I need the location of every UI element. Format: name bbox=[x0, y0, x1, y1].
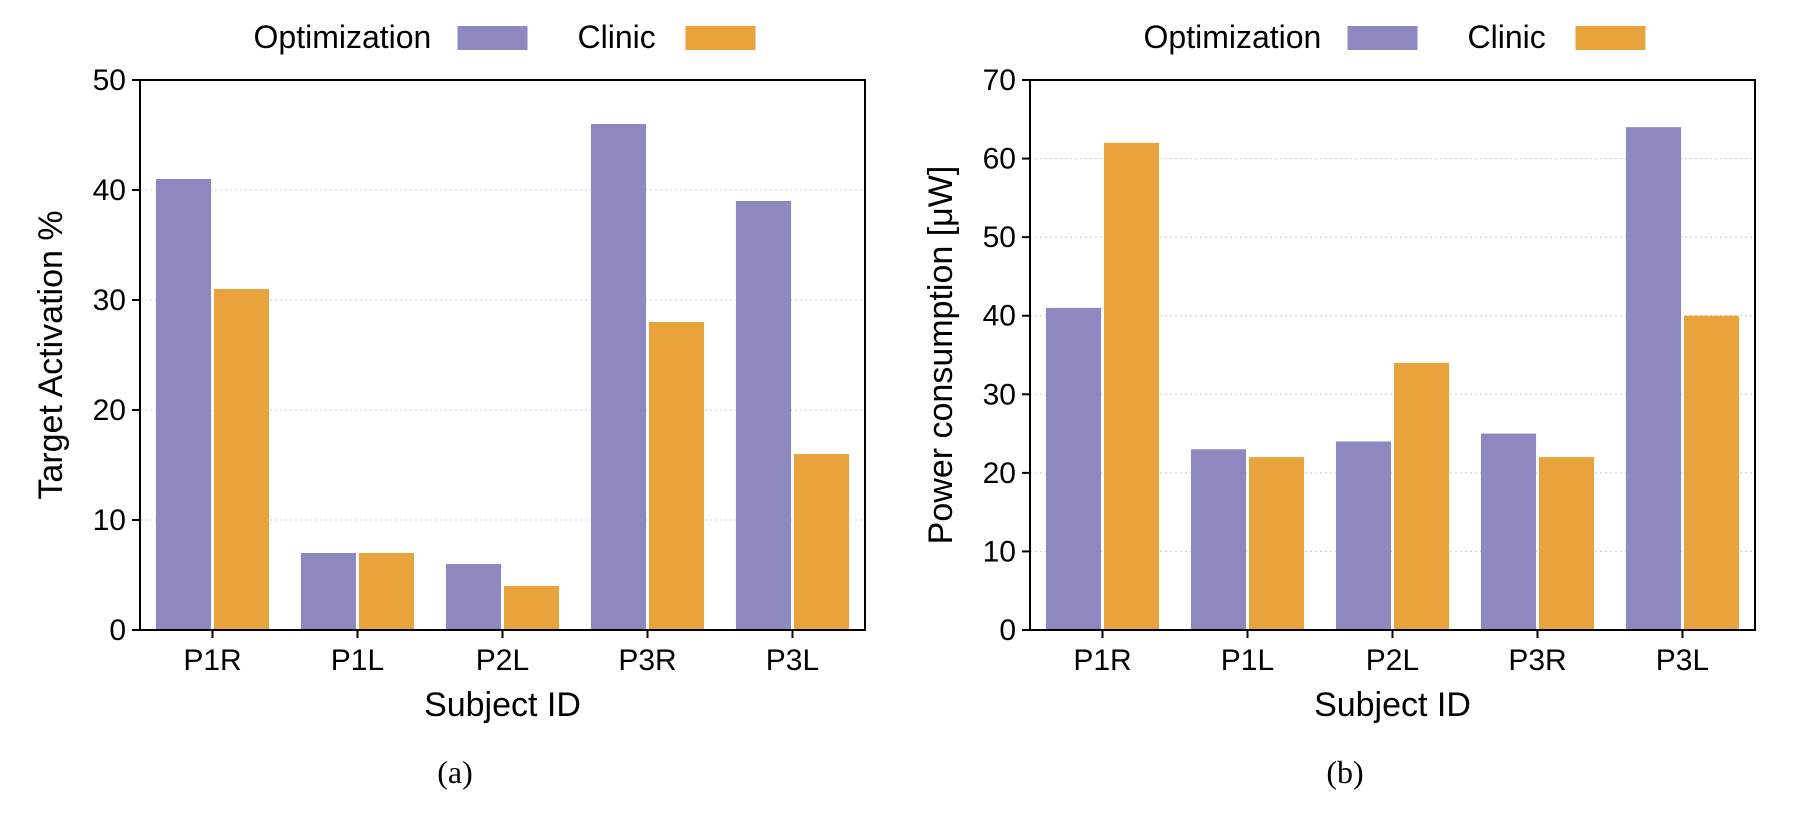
x-tick-label: P3L bbox=[1656, 644, 1709, 677]
x-axis-label: Subject ID bbox=[424, 686, 581, 724]
bar-optimization bbox=[156, 179, 211, 630]
chart-svg-a: 0 10 20 30 40 50 P1R P1L P2L P3R P3L Subject ID Targ… bbox=[20, 10, 890, 750]
bar-optimization bbox=[1191, 449, 1246, 630]
bar-clinic bbox=[794, 454, 849, 630]
y-tick-label: 30 bbox=[93, 284, 126, 317]
bar-clinic bbox=[1104, 143, 1159, 630]
bar-optimization bbox=[301, 553, 356, 630]
y-tick-label: 60 bbox=[983, 143, 1016, 176]
y-tick-label: 50 bbox=[983, 221, 1016, 254]
figure-container: 0 10 20 30 40 50 P1R P1L P2L P3R P3L Subject ID Targ… bbox=[0, 0, 1800, 801]
y-tick-label: 40 bbox=[93, 174, 126, 207]
y-tick-label: 50 bbox=[93, 64, 126, 97]
legend-swatch-optimization bbox=[458, 26, 528, 50]
bar-clinic bbox=[359, 553, 414, 630]
legend-label-optimization: Optimization bbox=[254, 19, 432, 55]
bar-optimization bbox=[736, 201, 791, 630]
x-tick-label: P1L bbox=[331, 644, 384, 677]
bar-clinic bbox=[504, 586, 559, 630]
legend-swatch-clinic bbox=[1576, 26, 1646, 50]
y-tick-label: 0 bbox=[999, 614, 1016, 647]
legend-label-optimization: Optimization bbox=[1144, 19, 1322, 55]
chart-panel-b: 0 10 20 30 40 50 60 70 P1R P1L P2L P3R P3L Subject ID… bbox=[910, 10, 1780, 791]
x-tick-label: P3R bbox=[1508, 644, 1566, 677]
bar-optimization bbox=[1626, 127, 1681, 630]
chart-panel-a: 0 10 20 30 40 50 P1R P1L P2L P3R P3L Subject ID Targ… bbox=[20, 10, 890, 791]
bar-clinic bbox=[1539, 457, 1594, 630]
legend-swatch-optimization bbox=[1348, 26, 1418, 50]
bar-clinic bbox=[1394, 363, 1449, 630]
legend-swatch-clinic bbox=[686, 26, 756, 50]
y-tick-label: 20 bbox=[93, 394, 126, 427]
legend-label-clinic: Clinic bbox=[578, 19, 656, 55]
x-axis-label: Subject ID bbox=[1314, 686, 1471, 724]
y-axis-label: Target Activation % bbox=[32, 210, 70, 499]
panel-caption-b: (b) bbox=[1326, 754, 1363, 791]
x-tick-label: P1R bbox=[183, 644, 241, 677]
bar-clinic bbox=[1684, 316, 1739, 630]
bar-optimization bbox=[591, 124, 646, 630]
y-tick-label: 20 bbox=[983, 457, 1016, 490]
y-tick-label: 70 bbox=[983, 64, 1016, 97]
panel-caption-a: (a) bbox=[437, 754, 473, 791]
x-tick-label: P3L bbox=[766, 644, 819, 677]
y-tick-label: 0 bbox=[109, 614, 126, 647]
bar-clinic bbox=[649, 322, 704, 630]
legend-label-clinic: Clinic bbox=[1468, 19, 1546, 55]
y-tick-label: 10 bbox=[93, 504, 126, 537]
y-tick-label: 30 bbox=[983, 378, 1016, 411]
x-tick-label: P1R bbox=[1073, 644, 1131, 677]
bar-clinic bbox=[1249, 457, 1304, 630]
bar-optimization bbox=[1046, 308, 1101, 630]
x-tick-label: P2L bbox=[1366, 644, 1419, 677]
chart-svg-b: 0 10 20 30 40 50 60 70 P1R P1L P2L P3R P3L Subject ID… bbox=[910, 10, 1780, 750]
x-tick-label: P3R bbox=[618, 644, 676, 677]
bar-optimization bbox=[1481, 434, 1536, 630]
x-tick-label: P2L bbox=[476, 644, 529, 677]
bar-clinic bbox=[214, 289, 269, 630]
y-axis-label: Power consumption [μW] bbox=[922, 166, 960, 545]
bar-optimization bbox=[446, 564, 501, 630]
y-tick-label: 10 bbox=[983, 535, 1016, 568]
x-tick-label: P1L bbox=[1221, 644, 1274, 677]
y-tick-label: 40 bbox=[983, 300, 1016, 333]
bar-optimization bbox=[1336, 441, 1391, 630]
